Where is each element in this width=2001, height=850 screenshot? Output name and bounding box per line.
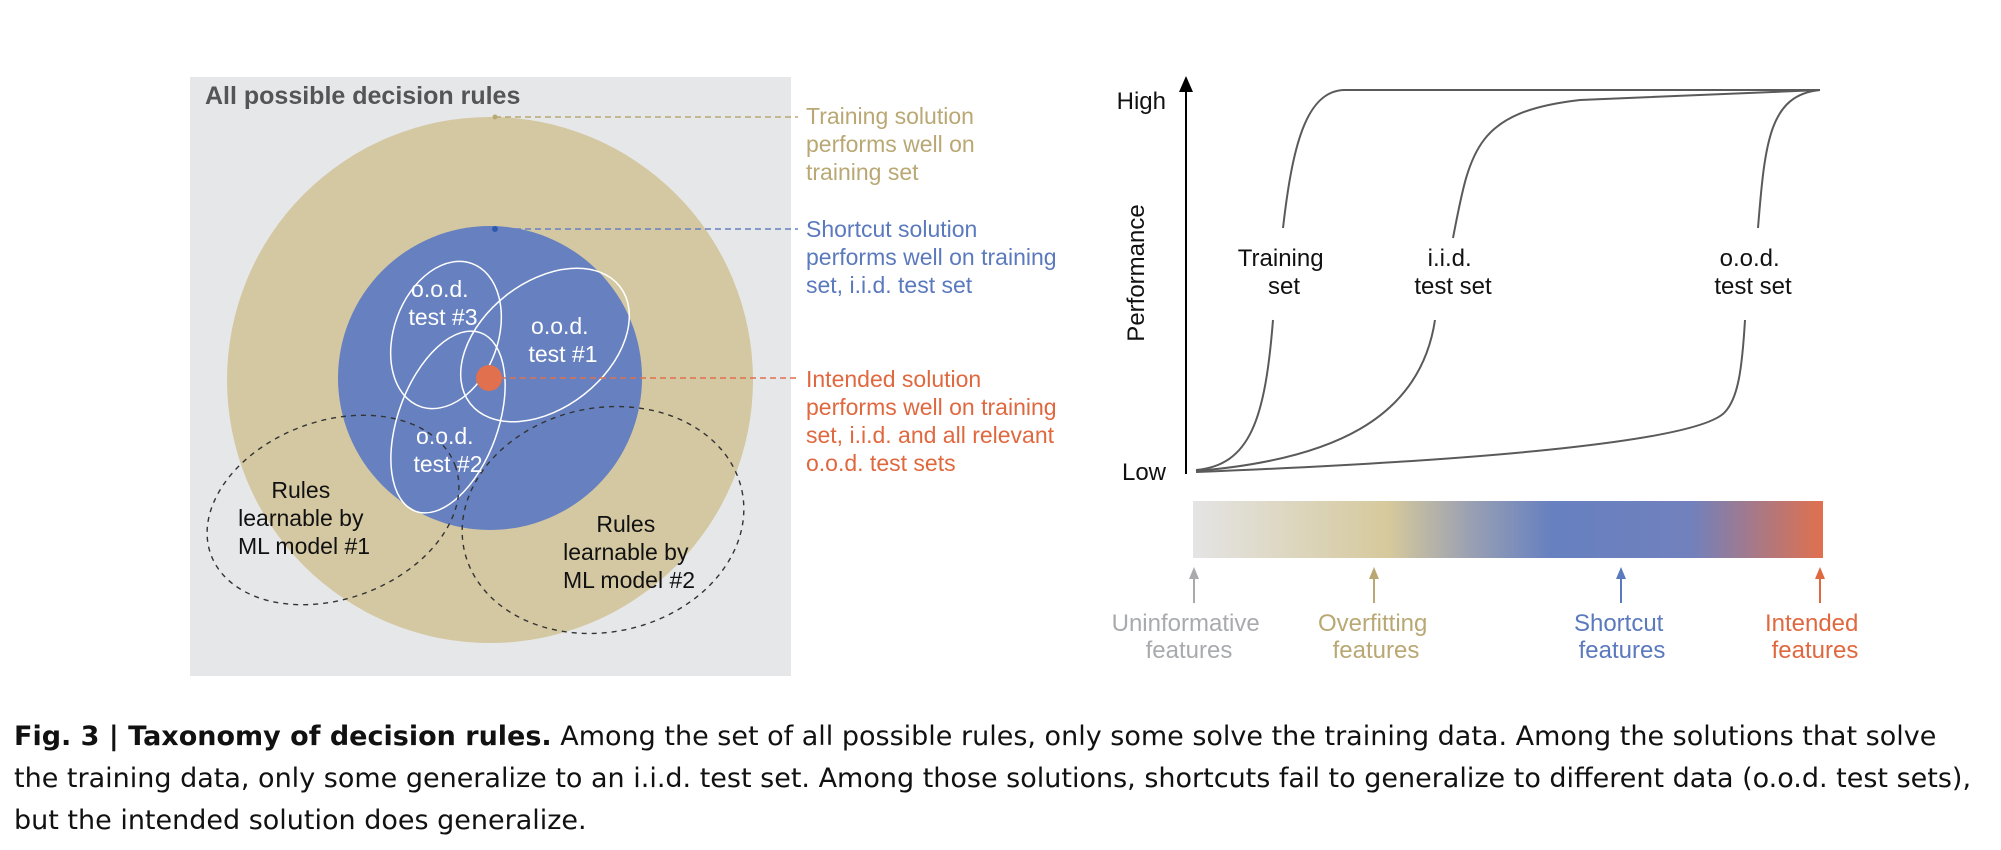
ood-test-set-label: o.o.d. test set [1714, 245, 1792, 300]
training-set-curve-top [1282, 89, 1820, 229]
intended-arrow [1815, 567, 1825, 603]
figure-caption: Fig. 3 | Taxonomy of decision rules. Amo… [14, 716, 1989, 842]
ml-model-2-label: Rules learnable by ML model #2 [563, 511, 695, 593]
performance-chart: High Low Performance Training set i.i.d.… [1117, 76, 1821, 486]
ml-model-1-label: Rules learnable by ML model #1 [238, 477, 370, 559]
shortcut-features-label: Shortcut features [1574, 610, 1670, 664]
iid-test-set-label: i.i.d. test set [1414, 245, 1492, 300]
ood-test-1-ellipse [459, 267, 631, 423]
overfitting-features-label: Overfitting features [1318, 610, 1434, 664]
solution-annotations: Training solution performs well on train… [806, 103, 1063, 476]
ood-test-3-label: o.o.d. test #3 [408, 276, 477, 330]
intended-solution-dot [476, 365, 502, 391]
intended-features-label: Intended features [1765, 610, 1865, 664]
ood-test-2-label: o.o.d. test #2 [413, 423, 482, 477]
ood-test-set-curve [1195, 319, 1746, 473]
uninformative-arrow [1189, 567, 1199, 603]
shortcut-leader-dot [492, 226, 498, 232]
figure-canvas: All possible decision rules o.o.d. test … [190, 76, 1865, 676]
ml-model-1-region [206, 414, 460, 606]
iid-test-set-curve-top [1452, 89, 1821, 239]
y-high-label: High [1117, 88, 1166, 115]
ood-test-2-ellipse [390, 330, 506, 514]
training-set-curve [1195, 319, 1274, 471]
shortcut-arrow [1616, 567, 1626, 603]
y-axis-arrowhead [1179, 76, 1193, 92]
training-solution-annotation: Training solution performs well on train… [806, 103, 981, 185]
ood-test-3-ellipse [389, 260, 503, 410]
caption-title: Fig. 3 | Taxonomy of decision rules. [14, 721, 552, 752]
uninformative-features-label: Uninformative features [1112, 610, 1267, 664]
training-set-label: Training set [1238, 245, 1331, 300]
caption-body: Among the set of all possible rules, onl… [14, 721, 1972, 836]
ood-test-set-curve-top [1757, 89, 1821, 229]
panel-title: All possible decision rules [205, 82, 520, 110]
y-axis-title: Performance [1123, 204, 1150, 341]
overfitting-arrow [1369, 567, 1379, 603]
training-leader-dot [492, 114, 498, 120]
y-low-label: Low [1122, 459, 1167, 486]
feature-spectrum: Uninformative features Overfitting featu… [1112, 501, 1865, 664]
ood-test-1-label: o.o.d. test #1 [528, 313, 597, 367]
iid-test-set-curve [1195, 319, 1436, 472]
decision-rules-diagram: All possible decision rules o.o.d. test … [190, 77, 798, 676]
shortcut-solution-annotation: Shortcut solution performs well on train… [806, 216, 1063, 298]
intended-solution-annotation: Intended solution performs well on train… [806, 366, 1063, 476]
feature-gradient-bar [1193, 501, 1823, 558]
ml-model-2-region [461, 405, 745, 635]
